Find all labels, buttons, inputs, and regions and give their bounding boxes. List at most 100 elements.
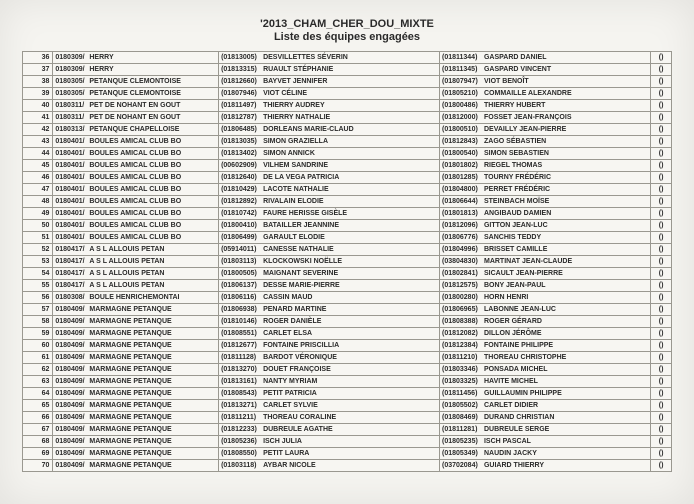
player2-cell: (01812843)ZAGO SÉBASTIEN <box>439 136 650 148</box>
player2-cell: (01811210)THOREAU CHRISTOPHE <box>439 352 650 364</box>
club-cell: 0180401/BOULES AMICAL CLUB BO <box>53 172 219 184</box>
row-number: 50 <box>23 220 53 232</box>
table-row: 530180417/A S L ALLOUIS PETAN(01803113)K… <box>23 256 672 268</box>
trailing-paren: () <box>651 436 672 448</box>
club-cell: 0180401/BOULES AMICAL CLUB BO <box>53 136 219 148</box>
player1-cell: (05914011)CANESSE NATHALIE <box>219 244 440 256</box>
table-row: 360180309/HERRY(01813005)DESVILLETTES SÉ… <box>23 52 672 64</box>
row-number: 66 <box>23 412 53 424</box>
player2-cell: (01800280)HORN HENRI <box>439 292 650 304</box>
club-cell: 0180401/BOULES AMICAL CLUB BO <box>53 184 219 196</box>
player1-cell: (01810429)LACOTE NATHALIE <box>219 184 440 196</box>
table-row: 400180311/PET DE NOHANT EN GOUT(01811497… <box>23 100 672 112</box>
player2-cell: (01806776)SANCHIS TEDDY <box>439 232 650 244</box>
club-cell: 0180305/PETANQUE CLEMONTOISE <box>53 88 219 100</box>
row-number: 54 <box>23 268 53 280</box>
table-row: 680180409/MARMAGNE PETANQUE(01805236)ISC… <box>23 436 672 448</box>
player2-cell: (01805235)ISCH PASCAL <box>439 436 650 448</box>
club-cell: 0180417/A S L ALLOUIS PETAN <box>53 256 219 268</box>
trailing-paren: () <box>651 448 672 460</box>
player2-cell: (01801802)RIEGEL THOMAS <box>439 160 650 172</box>
trailing-paren: () <box>651 364 672 376</box>
club-cell: 0180308/BOULE HENRICHEMONTAI <box>53 292 219 304</box>
table-row: 630180409/MARMAGNE PETANQUE(01813161)NAN… <box>23 376 672 388</box>
player2-cell: (01812096)GITTON JEAN-LUC <box>439 220 650 232</box>
player1-cell: (01808550)PETIT LAURA <box>219 448 440 460</box>
row-number: 41 <box>23 112 53 124</box>
table-row: 560180308/BOULE HENRICHEMONTAI(01806116)… <box>23 292 672 304</box>
doc-subtitle: Liste des équipes engagées <box>22 31 672 43</box>
player2-cell: (01802841)SICAULT JEAN-PIERRE <box>439 268 650 280</box>
club-cell: 0180417/A S L ALLOUIS PETAN <box>53 268 219 280</box>
table-row: 520180417/A S L ALLOUIS PETAN(05914011)C… <box>23 244 672 256</box>
doc-title: '2013_CHAM_CHER_DOU_MIXTE <box>22 18 672 30</box>
player1-cell: (01806137)DESSE MARIE-PIERRE <box>219 280 440 292</box>
row-number: 64 <box>23 388 53 400</box>
row-number: 44 <box>23 148 53 160</box>
row-number: 60 <box>23 340 53 352</box>
trailing-paren: () <box>651 304 672 316</box>
table-row: 380180305/PETANQUE CLEMONTOISE(01812660)… <box>23 76 672 88</box>
row-number: 59 <box>23 328 53 340</box>
table-row: 570180409/MARMAGNE PETANQUE(01806938)PEN… <box>23 304 672 316</box>
trailing-paren: () <box>651 148 672 160</box>
player2-cell: (01805502)CARLET DIDIER <box>439 400 650 412</box>
trailing-paren: () <box>651 208 672 220</box>
table-row: 390180305/PETANQUE CLEMONTOISE(01807946)… <box>23 88 672 100</box>
player1-cell: (01800505)MAIGNANT SEVERINE <box>219 268 440 280</box>
row-number: 67 <box>23 424 53 436</box>
player1-cell: (01813315)RUAULT STÉPHANIE <box>219 64 440 76</box>
table-row: 430180401/BOULES AMICAL CLUB BO(01813035… <box>23 136 672 148</box>
table-row: 590180409/MARMAGNE PETANQUE(01808551)CAR… <box>23 328 672 340</box>
player2-cell: (01803325)HAVITE MICHEL <box>439 376 650 388</box>
trailing-paren: () <box>651 112 672 124</box>
table-row: 670180409/MARMAGNE PETANQUE(01812233)DUB… <box>23 424 672 436</box>
club-cell: 0180401/BOULES AMICAL CLUB BO <box>53 232 219 244</box>
table-row: 410180311/PET DE NOHANT EN GOUT(01812787… <box>23 112 672 124</box>
trailing-paren: () <box>651 340 672 352</box>
club-cell: 0180311/PET DE NOHANT EN GOUT <box>53 112 219 124</box>
row-number: 52 <box>23 244 53 256</box>
table-row: 450180401/BOULES AMICAL CLUB BO(00602909… <box>23 160 672 172</box>
table-row: 640180409/MARMAGNE PETANQUE(01808543)PET… <box>23 388 672 400</box>
player1-cell: (01803113)KLOCKOWSKI NOËLLE <box>219 256 440 268</box>
table-row: 370180309/HERRY(01813315)RUAULT STÉPHANI… <box>23 64 672 76</box>
player1-cell: (01806485)DORLEANS MARIE-CLAUD <box>219 124 440 136</box>
row-number: 53 <box>23 256 53 268</box>
table-row: 500180401/BOULES AMICAL CLUB BO(01800410… <box>23 220 672 232</box>
club-cell: 0180409/MARMAGNE PETANQUE <box>53 412 219 424</box>
trailing-paren: () <box>651 100 672 112</box>
player2-cell: (01807947)VIOT BENOÎT <box>439 76 650 88</box>
table-row: 690180409/MARMAGNE PETANQUE(01808550)PET… <box>23 448 672 460</box>
row-number: 46 <box>23 172 53 184</box>
trailing-paren: () <box>651 244 672 256</box>
player1-cell: (01813402)SIMON ANNICK <box>219 148 440 160</box>
row-number: 38 <box>23 76 53 88</box>
trailing-paren: () <box>651 412 672 424</box>
club-cell: 0180409/MARMAGNE PETANQUE <box>53 328 219 340</box>
table-row: 480180401/BOULES AMICAL CLUB BO(01812892… <box>23 196 672 208</box>
club-cell: 0180309/HERRY <box>53 64 219 76</box>
player2-cell: (01801813)ANGIBAUD DAMIEN <box>439 208 650 220</box>
club-cell: 0180409/MARMAGNE PETANQUE <box>53 340 219 352</box>
trailing-paren: () <box>651 220 672 232</box>
player1-cell: (01805236)ISCH JULIA <box>219 436 440 448</box>
player1-cell: (01811497)THIERRY AUDREY <box>219 100 440 112</box>
trailing-paren: () <box>651 196 672 208</box>
player1-cell: (01813270)DOUET FRANÇOISE <box>219 364 440 376</box>
club-cell: 0180305/PETANQUE CLEMONTOISE <box>53 76 219 88</box>
trailing-paren: () <box>651 316 672 328</box>
trailing-paren: () <box>651 88 672 100</box>
trailing-paren: () <box>651 136 672 148</box>
player2-cell: (01806965)LABONNE JEAN-LUC <box>439 304 650 316</box>
player1-cell: (01806938)PENARD MARTINE <box>219 304 440 316</box>
table-row: 620180409/MARMAGNE PETANQUE(01813270)DOU… <box>23 364 672 376</box>
row-number: 45 <box>23 160 53 172</box>
player1-cell: (01812640)DE LA VEGA PATRICIA <box>219 172 440 184</box>
table-row: 650180409/MARMAGNE PETANQUE(01813271)CAR… <box>23 400 672 412</box>
club-cell: 0180313/PETANQUE CHAPELLOISE <box>53 124 219 136</box>
table-row: 490180401/BOULES AMICAL CLUB BO(01810742… <box>23 208 672 220</box>
row-number: 39 <box>23 88 53 100</box>
player1-cell: (01812892)RIVALAIN ELODIE <box>219 196 440 208</box>
player2-cell: (01812575)BONY JEAN-PAUL <box>439 280 650 292</box>
